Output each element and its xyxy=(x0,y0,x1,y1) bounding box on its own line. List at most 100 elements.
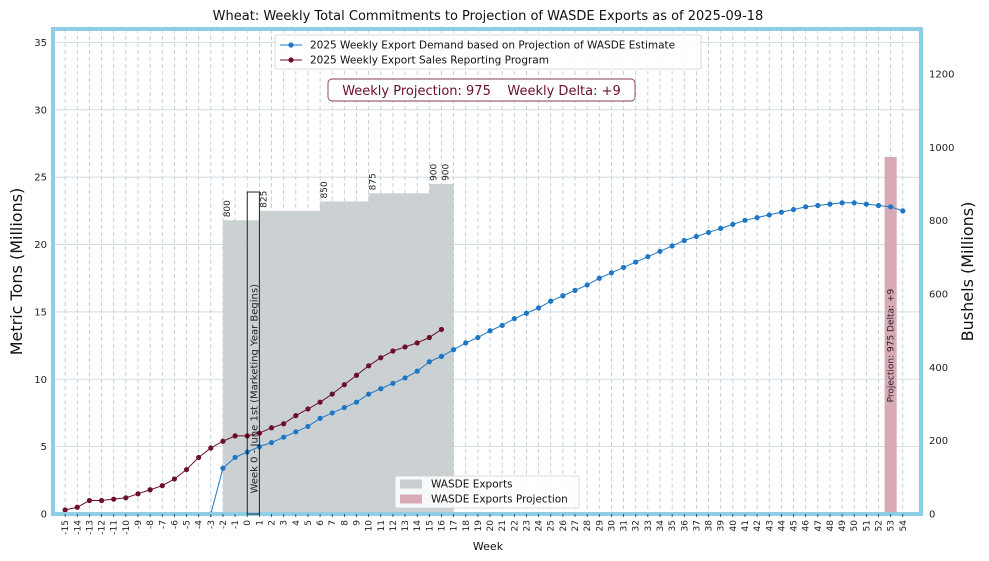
y-tick-label: 20 xyxy=(34,240,47,251)
x-tick-label: -4 xyxy=(195,520,205,529)
x-tick-label: 48 xyxy=(826,520,836,532)
sales-point xyxy=(268,425,275,431)
demand-point xyxy=(766,212,772,218)
demand-point xyxy=(815,202,821,209)
x-tick-label: -14 xyxy=(73,520,83,535)
sales-point xyxy=(62,507,68,513)
plot-frame xyxy=(51,27,923,516)
sales-point xyxy=(402,344,408,350)
x-tick-label: 36 xyxy=(680,520,690,532)
demand-point xyxy=(681,237,687,244)
sales-point xyxy=(317,399,323,405)
demand-point xyxy=(305,423,311,430)
x-tick-label: 27 xyxy=(571,520,581,531)
x-tick-label: 33 xyxy=(644,520,654,531)
x-tick-label: 11 xyxy=(377,520,387,531)
y2-tick-label: 200 xyxy=(929,436,948,447)
wasde-bar xyxy=(222,220,260,515)
y-tick-label: 5 xyxy=(41,442,47,453)
sales-point xyxy=(98,497,105,504)
projection-bar xyxy=(884,156,897,514)
y2-tick-label: 1000 xyxy=(929,143,954,154)
annotation-text: Weekly Projection: 975 Weekly Delta: +9 xyxy=(342,84,621,99)
wasde-bar-label: 825 xyxy=(259,191,269,208)
demand-point xyxy=(535,305,542,311)
sales-point xyxy=(281,421,287,427)
demand-point xyxy=(220,465,226,471)
sales-point xyxy=(378,355,384,361)
marketing-year-label: Week 0 - June 1st (Marketing Year Begins… xyxy=(249,284,260,493)
weekly-annotation: Weekly Projection: 975 Weekly Delta: +9 xyxy=(327,78,636,102)
sales-point xyxy=(305,406,311,412)
legend-bottom: WASDE Exports WASDE Exports Projection xyxy=(394,475,580,509)
y2-tick-label: 600 xyxy=(929,290,948,301)
wasde-bars: 800 825 850 875 900 900 Projection: 975 Delta:… xyxy=(222,156,897,515)
demand-point xyxy=(851,200,857,206)
y2-tick-label: 0 xyxy=(929,510,935,521)
legend-bottom-label: WASDE Exports Projection xyxy=(431,494,568,506)
y-tick-label: 15 xyxy=(34,307,47,318)
sales-point xyxy=(74,504,80,510)
demand-point xyxy=(718,225,724,231)
y-tick-label: 30 xyxy=(34,105,47,116)
x-tick-label: -15 xyxy=(61,520,71,535)
demand-point xyxy=(730,221,736,227)
x-tick-label: 42 xyxy=(753,520,763,531)
sales-point xyxy=(438,326,445,333)
wasde-bar xyxy=(320,201,369,514)
x-tick-label: 8 xyxy=(340,520,350,526)
demand-point xyxy=(657,248,663,254)
demand-point xyxy=(778,209,784,215)
demand-point xyxy=(232,454,238,461)
x-tick-label: 12 xyxy=(389,520,399,531)
sales-point xyxy=(220,438,226,444)
y-tick-label: 0 xyxy=(41,510,47,521)
sales-point xyxy=(390,348,396,354)
x-tick-label: 18 xyxy=(462,520,472,532)
sales-point xyxy=(208,445,214,451)
x-tick-label: 40 xyxy=(729,520,739,532)
wasde-bar-label: 800 xyxy=(223,200,233,217)
demand-point xyxy=(863,201,869,207)
legend-bottom-swatch xyxy=(400,479,422,489)
wasde-bar-label: 900 xyxy=(429,163,439,180)
x-tick-label: 31 xyxy=(620,520,630,531)
sales-point xyxy=(341,382,347,388)
legend-top-frame xyxy=(274,34,702,70)
sales-point xyxy=(111,496,117,502)
x-tick-label: 46 xyxy=(802,520,812,532)
annotation-frame xyxy=(327,78,636,102)
x-tick-label: -3 xyxy=(207,520,217,529)
marketing-year-box xyxy=(246,191,260,515)
sales-point xyxy=(135,491,141,497)
demand-point xyxy=(341,404,347,411)
demand-point xyxy=(584,282,590,288)
wasde-bar xyxy=(368,193,430,514)
x-tick-label: -8 xyxy=(146,520,156,529)
x-tick-label: 9 xyxy=(352,520,362,526)
demand-point xyxy=(451,347,457,353)
demand-point xyxy=(548,298,554,304)
demand-point xyxy=(293,429,299,435)
x-tick-label: 41 xyxy=(741,520,751,531)
x-tick-label: 53 xyxy=(887,520,897,531)
x-tick-label: 4 xyxy=(292,520,302,526)
wasde-bar xyxy=(259,210,321,514)
x-tick-label: 23 xyxy=(522,520,532,531)
x-tick-label: 0 xyxy=(243,520,253,526)
sales-point xyxy=(366,363,372,369)
demand-point xyxy=(875,202,882,209)
demand-point xyxy=(268,439,275,446)
demand-point xyxy=(900,208,906,214)
x-tick-label: 28 xyxy=(583,520,593,532)
demand-point xyxy=(487,328,493,334)
y-tick-label: 25 xyxy=(34,173,47,184)
demand-point xyxy=(426,359,432,365)
sales-point xyxy=(329,391,335,397)
x-tick-label: 35 xyxy=(668,520,678,531)
x-tick-label: -13 xyxy=(85,520,95,535)
series-lines xyxy=(62,200,906,517)
demand-point xyxy=(499,322,505,328)
x-tick-label: 22 xyxy=(510,520,520,531)
